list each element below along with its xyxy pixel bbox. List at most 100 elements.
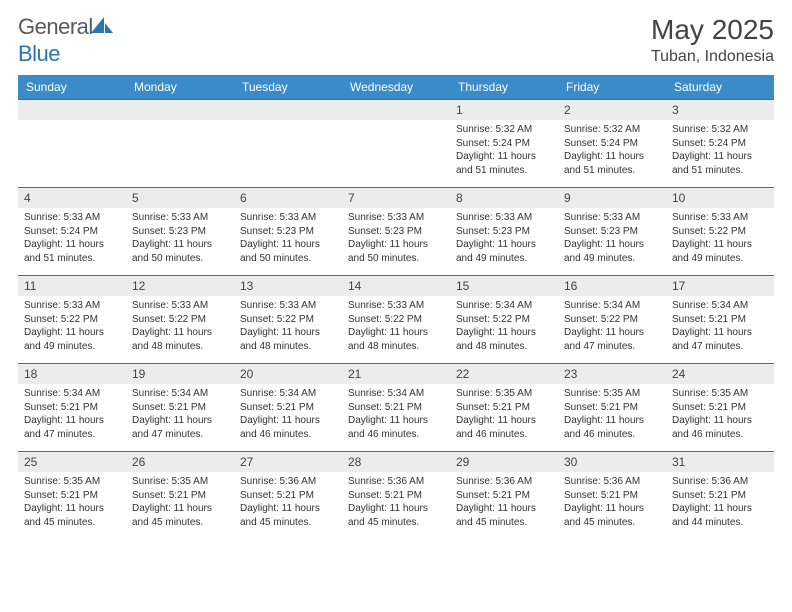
calendar-cell: 19Sunrise: 5:34 AMSunset: 5:21 PMDayligh… [126, 364, 234, 452]
calendar-cell: 1Sunrise: 5:32 AMSunset: 5:24 PMDaylight… [450, 100, 558, 188]
cell-line: Sunset: 5:22 PM [672, 225, 768, 239]
day-header: Wednesday [342, 75, 450, 100]
calendar-header-row: SundayMondayTuesdayWednesdayThursdayFrid… [18, 75, 774, 100]
cell-content: Sunrise: 5:34 AMSunset: 5:21 PMDaylight:… [126, 384, 234, 447]
calendar-cell: 20Sunrise: 5:34 AMSunset: 5:21 PMDayligh… [234, 364, 342, 452]
cell-line: Sunset: 5:24 PM [24, 225, 120, 239]
cell-line: Sunset: 5:21 PM [456, 401, 552, 415]
cell-line: Sunrise: 5:33 AM [24, 299, 120, 313]
cell-line: and 49 minutes. [672, 252, 768, 266]
calendar-body: 1Sunrise: 5:32 AMSunset: 5:24 PMDaylight… [18, 100, 774, 540]
calendar-cell: 10Sunrise: 5:33 AMSunset: 5:22 PMDayligh… [666, 188, 774, 276]
day-number: 16 [558, 276, 666, 296]
cell-content: Sunrise: 5:33 AMSunset: 5:23 PMDaylight:… [234, 208, 342, 271]
calendar-cell: 21Sunrise: 5:34 AMSunset: 5:21 PMDayligh… [342, 364, 450, 452]
day-number: 2 [558, 100, 666, 120]
cell-line: Sunrise: 5:33 AM [672, 211, 768, 225]
location-label: Tuban, Indonesia [651, 48, 774, 66]
cell-line: Sunrise: 5:34 AM [24, 387, 120, 401]
cell-line: Sunrise: 5:35 AM [672, 387, 768, 401]
day-header: Monday [126, 75, 234, 100]
cell-line: Daylight: 11 hours [564, 326, 660, 340]
cell-content: Sunrise: 5:34 AMSunset: 5:21 PMDaylight:… [342, 384, 450, 447]
day-number [342, 100, 450, 120]
calendar-cell: 9Sunrise: 5:33 AMSunset: 5:23 PMDaylight… [558, 188, 666, 276]
day-number: 19 [126, 364, 234, 384]
cell-line: and 47 minutes. [132, 428, 228, 442]
cell-content: Sunrise: 5:34 AMSunset: 5:21 PMDaylight:… [666, 296, 774, 359]
day-number: 22 [450, 364, 558, 384]
day-number: 29 [450, 452, 558, 472]
calendar-cell: 24Sunrise: 5:35 AMSunset: 5:21 PMDayligh… [666, 364, 774, 452]
cell-line: Sunrise: 5:34 AM [132, 387, 228, 401]
cell-line: and 48 minutes. [456, 340, 552, 354]
day-number [234, 100, 342, 120]
cell-content: Sunrise: 5:36 AMSunset: 5:21 PMDaylight:… [558, 472, 666, 535]
cell-content: Sunrise: 5:35 AMSunset: 5:21 PMDaylight:… [558, 384, 666, 447]
day-number: 21 [342, 364, 450, 384]
cell-line: Daylight: 11 hours [564, 238, 660, 252]
cell-line: Sunrise: 5:32 AM [672, 123, 768, 137]
cell-line: Sunset: 5:24 PM [564, 137, 660, 151]
cell-line: and 45 minutes. [456, 516, 552, 530]
day-number: 15 [450, 276, 558, 296]
day-number: 12 [126, 276, 234, 296]
cell-line: and 49 minutes. [456, 252, 552, 266]
cell-line: Daylight: 11 hours [456, 238, 552, 252]
day-number: 14 [342, 276, 450, 296]
cell-content: Sunrise: 5:33 AMSunset: 5:22 PMDaylight:… [126, 296, 234, 359]
cell-content: Sunrise: 5:33 AMSunset: 5:23 PMDaylight:… [126, 208, 234, 271]
cell-line: Sunset: 5:22 PM [240, 313, 336, 327]
day-header: Saturday [666, 75, 774, 100]
cell-line: Sunrise: 5:35 AM [564, 387, 660, 401]
title-block: May 2025 Tuban, Indonesia [651, 14, 774, 66]
cell-line: Daylight: 11 hours [240, 414, 336, 428]
calendar-week-row: 4Sunrise: 5:33 AMSunset: 5:24 PMDaylight… [18, 188, 774, 276]
cell-content [126, 120, 234, 129]
cell-line: Sunset: 5:22 PM [564, 313, 660, 327]
cell-line: and 46 minutes. [564, 428, 660, 442]
cell-content: Sunrise: 5:33 AMSunset: 5:22 PMDaylight:… [18, 296, 126, 359]
cell-line: and 47 minutes. [564, 340, 660, 354]
cell-line: Sunset: 5:23 PM [348, 225, 444, 239]
cell-line: and 48 minutes. [240, 340, 336, 354]
cell-line: and 44 minutes. [672, 516, 768, 530]
cell-line: Sunrise: 5:32 AM [564, 123, 660, 137]
cell-line: Daylight: 11 hours [564, 502, 660, 516]
day-number: 11 [18, 276, 126, 296]
cell-line: Sunset: 5:23 PM [564, 225, 660, 239]
calendar-week-row: 1Sunrise: 5:32 AMSunset: 5:24 PMDaylight… [18, 100, 774, 188]
calendar-cell: 13Sunrise: 5:33 AMSunset: 5:22 PMDayligh… [234, 276, 342, 364]
cell-line: Sunrise: 5:34 AM [672, 299, 768, 313]
cell-line: and 51 minutes. [564, 164, 660, 178]
calendar-cell: 3Sunrise: 5:32 AMSunset: 5:24 PMDaylight… [666, 100, 774, 188]
day-header: Thursday [450, 75, 558, 100]
calendar-cell: 31Sunrise: 5:36 AMSunset: 5:21 PMDayligh… [666, 452, 774, 540]
cell-line: Sunset: 5:22 PM [24, 313, 120, 327]
cell-content: Sunrise: 5:33 AMSunset: 5:24 PMDaylight:… [18, 208, 126, 271]
calendar-week-row: 25Sunrise: 5:35 AMSunset: 5:21 PMDayligh… [18, 452, 774, 540]
cell-line: Daylight: 11 hours [456, 326, 552, 340]
cell-line: Daylight: 11 hours [456, 150, 552, 164]
cell-line: Daylight: 11 hours [132, 414, 228, 428]
cell-line: Daylight: 11 hours [348, 502, 444, 516]
cell-line: Daylight: 11 hours [456, 414, 552, 428]
cell-line: Sunset: 5:21 PM [132, 489, 228, 503]
cell-line: Sunset: 5:23 PM [132, 225, 228, 239]
month-title: May 2025 [651, 14, 774, 46]
cell-line: Sunrise: 5:32 AM [456, 123, 552, 137]
cell-line: Sunset: 5:24 PM [456, 137, 552, 151]
cell-line: Daylight: 11 hours [132, 238, 228, 252]
cell-line: Sunrise: 5:34 AM [564, 299, 660, 313]
cell-line: Sunrise: 5:35 AM [456, 387, 552, 401]
cell-line: Daylight: 11 hours [24, 502, 120, 516]
cell-line: and 46 minutes. [456, 428, 552, 442]
day-number: 5 [126, 188, 234, 208]
cell-line: Sunset: 5:21 PM [456, 489, 552, 503]
cell-line: Sunset: 5:21 PM [672, 489, 768, 503]
cell-line: Sunrise: 5:34 AM [456, 299, 552, 313]
cell-line: and 46 minutes. [672, 428, 768, 442]
cell-content: Sunrise: 5:35 AMSunset: 5:21 PMDaylight:… [450, 384, 558, 447]
cell-line: Sunrise: 5:33 AM [456, 211, 552, 225]
cell-line: and 45 minutes. [564, 516, 660, 530]
